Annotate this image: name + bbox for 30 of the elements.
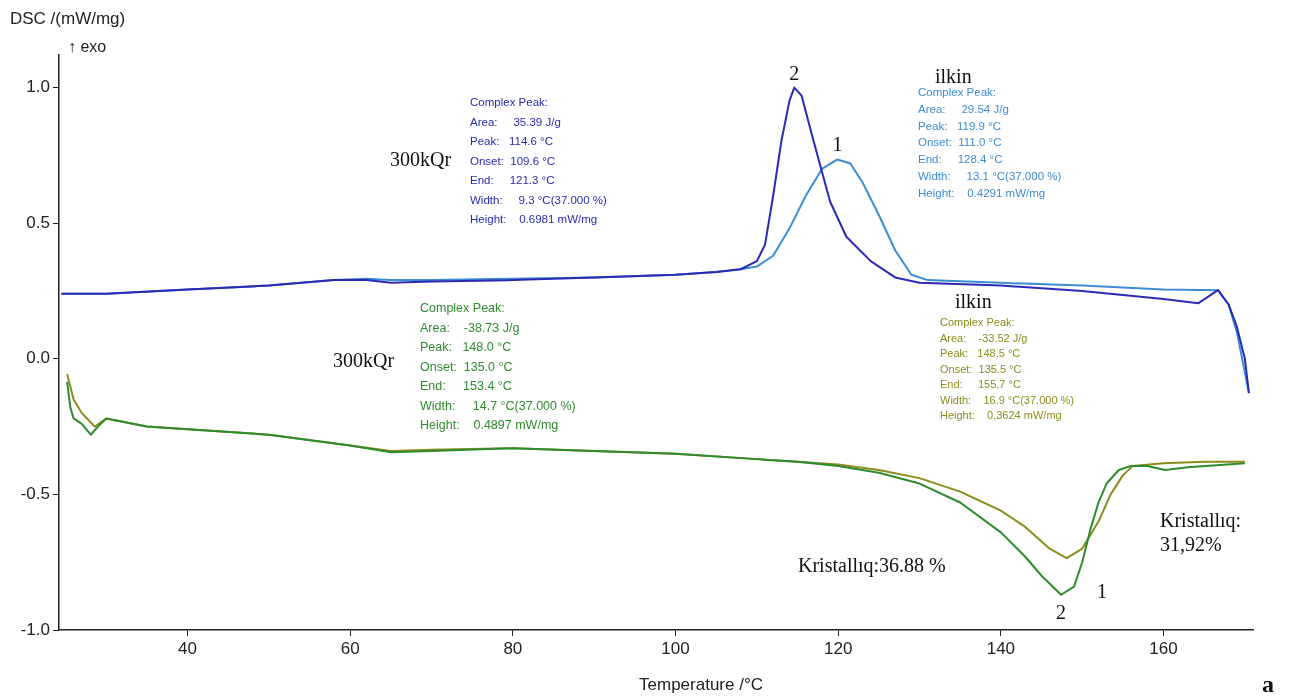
x-tick-label: 160 xyxy=(1149,638,1178,658)
annotation: Kristallıq: 31,92% xyxy=(1160,509,1242,555)
annotation: Kristallıq:36.88 % xyxy=(798,554,946,577)
annotation: 300kQr xyxy=(333,349,395,371)
y-axis-title: DSC /(mW/mg) xyxy=(10,9,126,28)
x-tick-label: 140 xyxy=(986,638,1016,658)
annotation: Complex Peak: Area: 29.54 J/g Peak: 119.9 °C Onset: 111.0 °C End: 128.4 °C Width: 13.1 °C(37.000 %) Height: 0.4291 mW/mg xyxy=(918,86,1062,199)
y-tick-label: 0.0 xyxy=(26,348,50,368)
annotation: ilkin xyxy=(955,290,992,312)
x-tick-label: 80 xyxy=(503,638,523,658)
x-tick-label: 120 xyxy=(824,638,853,658)
text: a xyxy=(1262,671,1274,697)
annotation: Complex Peak: Area: 35.39 J/g Peak: 114.6 °C Onset: 109.6 °C End: 121.3 °C Width: 9.3 °C(37.000 %) Height: 0.6981 mW/mg xyxy=(470,96,608,225)
x-tick-label: 40 xyxy=(178,638,197,658)
annotation: Complex Peak: Area: -33.52 J/g Peak: 148.5 °C Onset: 135.5 °C End: 155.7 °C Width: 16.9 °C(37.000 %) Height: 0.3624 mW/mg xyxy=(940,316,1075,421)
annotation: 2 xyxy=(789,61,800,84)
y-tick-label: 1.0 xyxy=(26,77,50,97)
x-tick-label: 100 xyxy=(661,638,690,658)
annotation: 2 xyxy=(1056,600,1067,623)
annotation: 1 xyxy=(1097,580,1107,603)
y-tick-label: -0.5 xyxy=(20,484,50,504)
x-tick-label: 60 xyxy=(340,638,360,658)
y-tick-label: 0.5 xyxy=(26,212,50,232)
text: ↑ exo xyxy=(68,38,107,55)
annotation: ilkin xyxy=(935,65,972,87)
annotation: 1 xyxy=(832,133,843,156)
annotation: Complex Peak: Area: -38.73 J/g Peak: 148.0 °C Onset: 135.0 °C End: 153.4 °C Width: 14.7 °C(37.000 %) Height: 0.4897 mW/mg xyxy=(420,301,576,432)
x-axis-title: Temperature /°C xyxy=(639,675,763,694)
annotation: 300kQr xyxy=(390,148,452,170)
y-tick-label: -1.0 xyxy=(20,619,50,639)
